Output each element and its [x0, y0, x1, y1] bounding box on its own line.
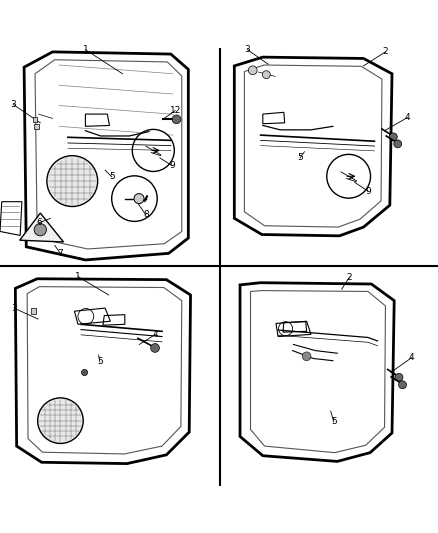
Circle shape: [248, 66, 257, 75]
Circle shape: [327, 155, 371, 198]
Text: 1: 1: [82, 45, 88, 54]
Text: 4: 4: [153, 330, 158, 339]
Text: 8: 8: [143, 211, 149, 219]
Text: 3: 3: [244, 45, 251, 54]
Polygon shape: [234, 57, 392, 236]
Circle shape: [151, 344, 159, 352]
Circle shape: [81, 369, 88, 376]
Circle shape: [172, 115, 181, 124]
Circle shape: [132, 130, 174, 172]
Circle shape: [399, 381, 406, 389]
Text: 1: 1: [75, 272, 81, 281]
Circle shape: [38, 398, 83, 443]
Circle shape: [112, 176, 157, 221]
Circle shape: [395, 374, 403, 381]
Circle shape: [134, 193, 144, 204]
Circle shape: [262, 71, 270, 78]
FancyBboxPatch shape: [34, 124, 39, 129]
Text: 2: 2: [383, 47, 388, 56]
Text: 7: 7: [57, 249, 64, 258]
Polygon shape: [240, 282, 394, 462]
Circle shape: [34, 223, 46, 236]
Text: 9: 9: [169, 161, 175, 170]
Text: 2: 2: [347, 272, 352, 281]
Text: 5: 5: [331, 417, 337, 426]
Polygon shape: [24, 52, 188, 260]
Polygon shape: [20, 213, 64, 242]
Text: 9: 9: [365, 187, 371, 196]
FancyBboxPatch shape: [33, 117, 37, 122]
FancyBboxPatch shape: [31, 308, 36, 314]
Text: 3: 3: [11, 304, 17, 313]
Circle shape: [302, 352, 311, 361]
Text: 4: 4: [409, 353, 414, 362]
Text: 6: 6: [36, 218, 42, 227]
Text: 12: 12: [170, 106, 181, 115]
Text: 5: 5: [97, 358, 103, 367]
Circle shape: [394, 140, 402, 148]
Text: 3: 3: [10, 100, 16, 109]
Text: 4: 4: [405, 113, 410, 122]
Polygon shape: [15, 279, 191, 464]
Circle shape: [47, 156, 98, 206]
Text: 5: 5: [109, 172, 115, 181]
Text: 5: 5: [297, 154, 303, 163]
Circle shape: [389, 133, 397, 141]
